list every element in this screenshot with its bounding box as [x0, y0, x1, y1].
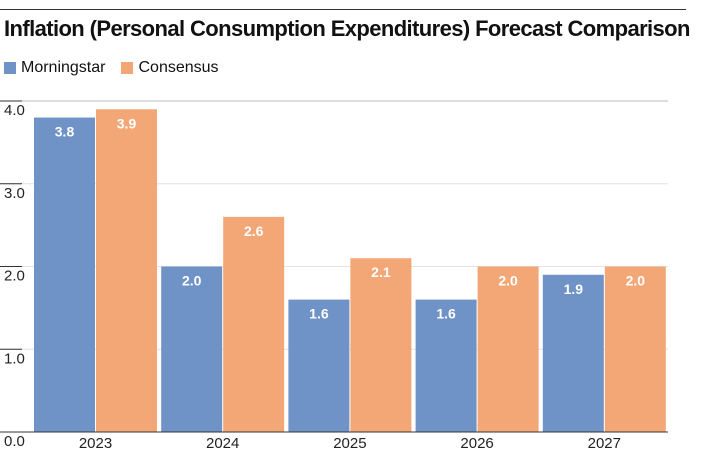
data-label-morningstar-2024: 2.0: [182, 273, 202, 289]
data-label-consensus-2025: 2.1: [371, 264, 391, 280]
legend-label-consensus: Consensus: [138, 59, 219, 76]
legend-swatch-consensus: [121, 62, 134, 74]
bar-consensus-2026: [477, 266, 539, 432]
legend-item-consensus: Consensus: [121, 59, 219, 77]
legend-item-morningstar: Morningstar: [4, 59, 105, 77]
bar-consensus-2027: [604, 266, 666, 432]
bar-morningstar-2023: [34, 117, 95, 433]
x-tick-label: 2025: [333, 435, 366, 452]
data-label-consensus-2027: 2.0: [626, 273, 646, 289]
y-tick-label: 1.0: [4, 350, 25, 367]
x-tick-label: 2027: [588, 435, 621, 452]
data-label-consensus-2026: 2.0: [498, 273, 518, 289]
data-label-morningstar-2026: 1.6: [436, 306, 456, 322]
bar-consensus-2023: [96, 109, 157, 433]
bar-morningstar-2026: [415, 299, 477, 432]
data-label-consensus-2024: 2.6: [244, 223, 264, 239]
x-tick-label: 2024: [206, 435, 239, 452]
chart-title: Inflation (Personal Consumption Expendit…: [4, 16, 690, 41]
data-label-morningstar-2025: 1.6: [309, 306, 329, 322]
legend-label-morningstar: Morningstar: [21, 59, 106, 76]
legend-swatch-morningstar: [4, 62, 16, 74]
bar-morningstar-2025: [288, 299, 350, 432]
bar-consensus-2024: [223, 216, 285, 432]
bar-morningstar-2027: [542, 274, 604, 432]
top-rule: [0, 9, 686, 10]
y-tick-label: 4.0: [4, 102, 25, 119]
y-tick-label: 2.0: [4, 268, 25, 285]
data-label-morningstar-2023: 3.8: [55, 124, 75, 140]
bar-consensus-2025: [350, 258, 412, 432]
legend: Morningstar Consensus: [4, 59, 235, 77]
data-label-consensus-2023: 3.9: [117, 115, 137, 131]
x-tick-label: 2023: [79, 435, 112, 452]
y-tick-label: 3.0: [4, 185, 25, 202]
x-tick-label: 2026: [460, 435, 493, 452]
y-tick-label: 0.0: [4, 433, 25, 450]
data-label-morningstar-2027: 1.9: [564, 281, 584, 297]
bar-morningstar-2024: [161, 266, 223, 432]
